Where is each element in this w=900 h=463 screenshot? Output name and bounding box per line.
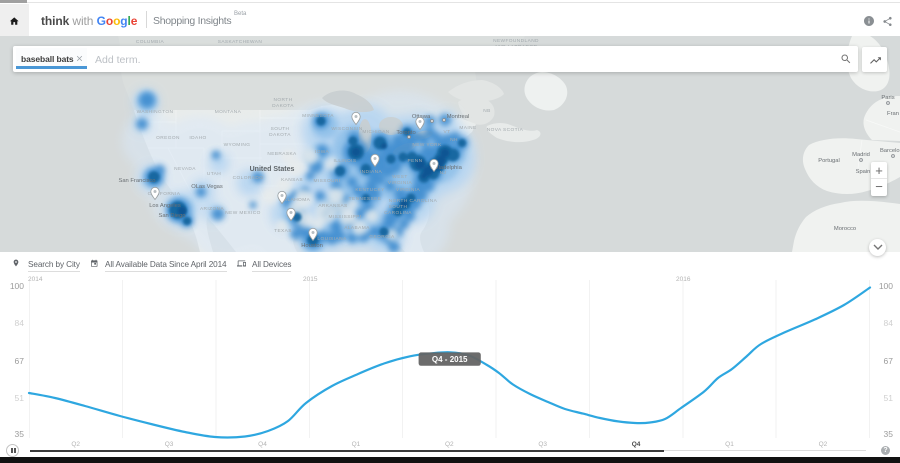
svg-text:WYOMING: WYOMING [224,142,251,148]
svg-text:NEVADA: NEVADA [174,166,196,172]
svg-text:San Diego: San Diego [158,213,185,219]
svg-text:NJ: NJ [440,170,447,176]
svg-text:2014: 2014 [28,276,43,283]
svg-text:Morocco: Morocco [834,226,856,232]
svg-text:TEXAS: TEXAS [274,228,292,234]
svg-text:100: 100 [879,281,893,291]
svg-text:KANSAS: KANSAS [281,177,303,183]
svg-text:MISSISSIPPI: MISSISSIPPI [329,214,362,220]
svg-text:United States: United States [250,166,295,173]
svg-text:Q4: Q4 [258,441,267,448]
svg-text:35: 35 [884,429,894,439]
svg-text:DAKOTA: DAKOTA [269,132,291,138]
svg-text:2016: 2016 [676,276,691,283]
svg-text:SASKATCHEWAN: SASKATCHEWAN [218,39,263,45]
svg-text:51: 51 [884,393,894,403]
svg-text:NEW YORK: NEW YORK [412,142,442,148]
svg-text:ALABAMA: ALABAMA [344,225,370,231]
svg-text:NORTH CAROLINA: NORTH CAROLINA [389,198,438,204]
svg-text:Portugal: Portugal [818,158,840,164]
svg-text:Q2: Q2 [71,441,80,448]
svg-text:MINNESOTA: MINNESOTA [302,113,334,119]
svg-text:MAINE: MAINE [459,125,476,131]
svg-text:INDIANA: INDIANA [360,169,383,175]
svg-text:Q4: Q4 [632,441,641,448]
svg-text:NB: NB [483,108,490,114]
svg-text:MISSOURI: MISSOURI [314,178,341,184]
svg-text:MONTANA: MONTANA [215,109,242,115]
svg-text:Los Angeles: Los Angeles [149,203,181,209]
svg-text:Fran: Fran [887,111,899,117]
svg-text:51: 51 [15,393,25,403]
svg-text:67: 67 [884,356,894,366]
svg-text:100: 100 [10,281,24,291]
svg-text:84: 84 [884,318,894,328]
svg-text:VIRGINIA: VIRGINIA [388,180,413,186]
svg-text:Q1: Q1 [352,441,361,448]
svg-text:MICHIGAN: MICHIGAN [362,129,389,135]
svg-text:DAKOTA: DAKOTA [272,103,294,109]
svg-text:SOUTH: SOUTH [271,126,290,132]
svg-text:Q3: Q3 [538,441,547,448]
svg-text:San Francisco: San Francisco [118,178,155,184]
svg-text:84: 84 [15,318,25,328]
svg-text:NOVA SCOTIA: NOVA SCOTIA [487,127,524,133]
svg-text:Toronto: Toronto [396,130,415,136]
svg-text:ARIZONA: ARIZONA [200,206,225,212]
svg-text:COLORADO: COLORADO [233,175,264,181]
svg-text:WASHINGTON: WASHINGTON [137,109,174,115]
svg-text:GEORGIA: GEORGIA [369,234,395,240]
svg-text:NEWFOUNDLAND: NEWFOUNDLAND [493,38,539,44]
svg-text:Q2: Q2 [819,441,828,448]
svg-text:OLas Vegas: OLas Vegas [191,184,223,190]
svg-text:WISCONSIN: WISCONSIN [331,126,362,132]
svg-text:CAROLINA: CAROLINA [384,210,412,216]
svg-text:Q3: Q3 [165,441,174,448]
svg-text:TENNESSEE: TENNESSEE [349,196,382,202]
svg-text:Houston: Houston [301,243,323,249]
svg-text:VT: VT [444,129,451,135]
svg-text:ARKANSAS: ARKANSAS [318,203,347,209]
svg-text:VIRGINIA: VIRGINIA [396,187,421,193]
svg-text:Madrid: Madrid [852,152,870,158]
svg-text:67: 67 [15,356,25,366]
svg-text:35: 35 [15,429,25,439]
svg-text:ILLINOIS: ILLINOIS [334,158,357,164]
svg-text:Spain: Spain [856,169,871,175]
svg-text:KENTUCKY: KENTUCKY [355,187,385,193]
svg-text:WEST: WEST [392,174,407,180]
svg-text:Montreal: Montreal [447,114,470,120]
svg-text:NEBRASKA: NEBRASKA [267,151,297,157]
svg-text:Q1: Q1 [725,441,734,448]
svg-text:LOUISIANA: LOUISIANA [317,236,347,242]
svg-text:SOUTH: SOUTH [389,204,408,210]
svg-text:OKLAHOMA: OKLAHOMA [280,197,311,203]
svg-text:Philadelphia: Philadelphia [430,165,462,171]
svg-text:NEW MEXICO: NEW MEXICO [225,210,260,216]
svg-text:IOWA: IOWA [315,149,330,155]
svg-text:UTAH: UTAH [207,171,221,177]
svg-text:Barcelona: Barcelona [880,148,900,154]
svg-text:Ottawa: Ottawa [412,114,431,120]
svg-text:Q2: Q2 [445,441,454,448]
svg-text:CALIFORNIA: CALIFORNIA [148,191,181,197]
svg-text:PENN: PENN [408,158,423,164]
svg-text:NH: NH [450,137,458,143]
svg-text:COLUMBIA: COLUMBIA [136,39,165,45]
svg-text:2015: 2015 [303,276,318,283]
svg-text:OREGON: OREGON [156,135,180,141]
svg-text:NORTH: NORTH [274,97,293,103]
svg-text:IDAHO: IDAHO [189,135,206,141]
svg-text:Q4 - 2015: Q4 - 2015 [432,355,468,364]
svg-text:Paris: Paris [881,95,894,101]
